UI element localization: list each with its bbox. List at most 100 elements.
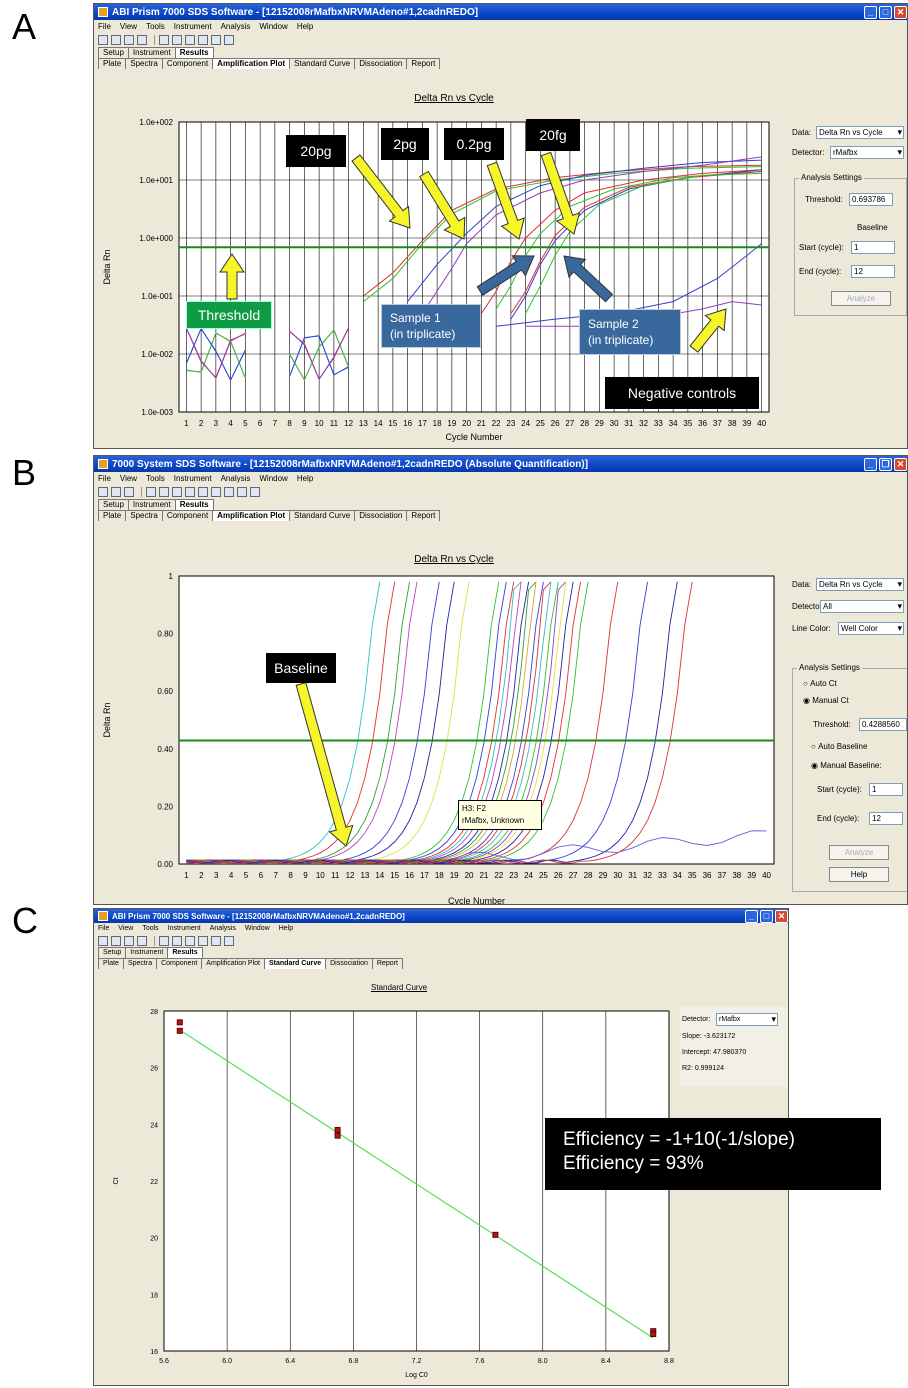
tab-dissociation[interactable]: Dissociation — [354, 510, 407, 521]
open-icon[interactable] — [111, 487, 121, 497]
auto-baseline-radio[interactable]: ○ — [811, 742, 818, 751]
tab-instrument[interactable]: Instrument — [128, 499, 176, 510]
edit-icon[interactable] — [185, 487, 195, 497]
save-icon[interactable] — [124, 35, 134, 45]
maximize-icon[interactable]: □ — [879, 6, 892, 19]
menu-window[interactable]: Window — [259, 474, 287, 483]
menu-window[interactable]: Window — [259, 22, 287, 31]
run-icon[interactable] — [211, 487, 221, 497]
menu-file[interactable]: File — [98, 474, 111, 483]
minimize-icon[interactable]: _ — [864, 6, 877, 19]
print-preview-icon[interactable] — [159, 487, 169, 497]
tab-instrument[interactable]: Instrument — [125, 947, 168, 958]
tab-plate[interactable]: Plate — [98, 510, 126, 521]
line-color-select[interactable]: Well Color — [838, 622, 904, 635]
detector-select[interactable]: rMafbx — [716, 1013, 778, 1026]
auto-ct-radio[interactable]: ○ — [803, 679, 810, 688]
help-button[interactable]: Help — [829, 867, 889, 882]
tab-plate[interactable]: Plate — [98, 58, 126, 69]
analyze-icon[interactable] — [224, 487, 234, 497]
menu-analysis[interactable]: Analysis — [221, 22, 251, 31]
plate-icon[interactable] — [185, 35, 195, 45]
tab-report[interactable]: Report — [372, 958, 403, 969]
tab-component[interactable]: Component — [156, 958, 202, 969]
end-input[interactable]: 12 — [851, 265, 895, 278]
new-icon[interactable] — [98, 936, 108, 946]
tab-component[interactable]: Component — [162, 510, 213, 521]
manual-baseline-radio[interactable]: ◉ — [811, 761, 820, 770]
analyze-icon[interactable] — [211, 936, 221, 946]
tab-standard-curve[interactable]: Standard Curve — [289, 58, 355, 69]
tab-amplification-plot[interactable]: Amplification Plot — [212, 58, 290, 69]
menu-file[interactable]: File — [98, 22, 111, 31]
tab-report[interactable]: Report — [406, 58, 440, 69]
restore-icon[interactable]: ❐ — [879, 458, 892, 471]
menu-analysis[interactable]: Analysis — [210, 925, 236, 932]
tab-standard-curve[interactable]: Standard Curve — [264, 958, 326, 969]
help-icon[interactable] — [224, 35, 234, 45]
detector-select[interactable]: rMafbx — [830, 146, 904, 159]
menu-view[interactable]: View — [120, 22, 137, 31]
title-bar[interactable]: 7000 System SDS Software - [12152008rMaf… — [94, 456, 907, 472]
menu-instrument[interactable]: Instrument — [168, 925, 201, 932]
tab-component[interactable]: Component — [162, 58, 213, 69]
save-icon[interactable] — [124, 487, 134, 497]
close-icon[interactable]: ✕ — [894, 458, 907, 471]
tab-plate[interactable]: Plate — [98, 958, 124, 969]
analyze-icon[interactable] — [211, 35, 221, 45]
zoom-icon[interactable] — [159, 936, 169, 946]
run-icon[interactable] — [198, 936, 208, 946]
menu-tools[interactable]: Tools — [146, 474, 165, 483]
zoom-icon[interactable] — [172, 487, 182, 497]
minimize-icon[interactable]: _ — [864, 458, 877, 471]
new-icon[interactable] — [98, 487, 108, 497]
zoom-icon[interactable] — [159, 35, 169, 45]
menu-file[interactable]: File — [98, 925, 109, 932]
spelling-icon[interactable] — [237, 487, 247, 497]
tab-dissociation[interactable]: Dissociation — [354, 58, 407, 69]
tab-results[interactable]: Results — [175, 47, 214, 58]
tab-spectra[interactable]: Spectra — [125, 58, 163, 69]
tab-setup[interactable]: Setup — [98, 947, 126, 958]
start-input[interactable]: 1 — [869, 783, 903, 796]
menu-tools[interactable]: Tools — [146, 22, 165, 31]
title-bar[interactable]: ABI Prism 7000 SDS Software - [12152008r… — [94, 909, 788, 923]
menu-help[interactable]: Help — [297, 474, 313, 483]
start-input[interactable]: 1 — [851, 241, 895, 254]
menu-view[interactable]: View — [120, 474, 137, 483]
run-icon[interactable] — [198, 35, 208, 45]
tab-report[interactable]: Report — [406, 510, 440, 521]
analyze-button[interactable]: Analyze — [829, 845, 889, 860]
tab-setup[interactable]: Setup — [98, 499, 129, 510]
threshold-input[interactable]: 0.693786 — [849, 193, 893, 206]
threshold-input[interactable]: 0.4288560 — [859, 718, 907, 731]
plate-icon[interactable] — [185, 936, 195, 946]
tab-instrument[interactable]: Instrument — [128, 47, 176, 58]
detector-select[interactable]: All — [820, 600, 904, 613]
title-bar[interactable]: ABI Prism 7000 SDS Software - [12152008r… — [94, 4, 907, 20]
close-icon[interactable]: ✕ — [894, 6, 907, 19]
analyze-button[interactable]: Analyze — [831, 291, 891, 306]
new-icon[interactable] — [98, 35, 108, 45]
manual-ct-radio[interactable]: ◉ — [803, 696, 812, 705]
data-select[interactable]: Delta Rn vs Cycle — [816, 126, 904, 139]
plate-icon[interactable] — [198, 487, 208, 497]
edit-icon[interactable] — [172, 936, 182, 946]
tab-spectra[interactable]: Spectra — [123, 958, 157, 969]
menu-instrument[interactable]: Instrument — [174, 474, 212, 483]
end-input[interactable]: 12 — [869, 812, 903, 825]
menu-view[interactable]: View — [118, 925, 133, 932]
edit-icon[interactable] — [172, 35, 182, 45]
menu-help[interactable]: Help — [279, 925, 293, 932]
tab-results[interactable]: Results — [167, 947, 202, 958]
open-icon[interactable] — [111, 35, 121, 45]
tab-standard-curve[interactable]: Standard Curve — [289, 510, 355, 521]
menu-help[interactable]: Help — [297, 22, 313, 31]
menu-window[interactable]: Window — [245, 925, 270, 932]
menu-instrument[interactable]: Instrument — [174, 22, 212, 31]
maximize-icon[interactable]: □ — [760, 910, 773, 923]
menu-tools[interactable]: Tools — [142, 925, 158, 932]
print-icon[interactable] — [137, 35, 147, 45]
tab-setup[interactable]: Setup — [98, 47, 129, 58]
tab-amplification-plot[interactable]: Amplification Plot — [212, 510, 290, 521]
